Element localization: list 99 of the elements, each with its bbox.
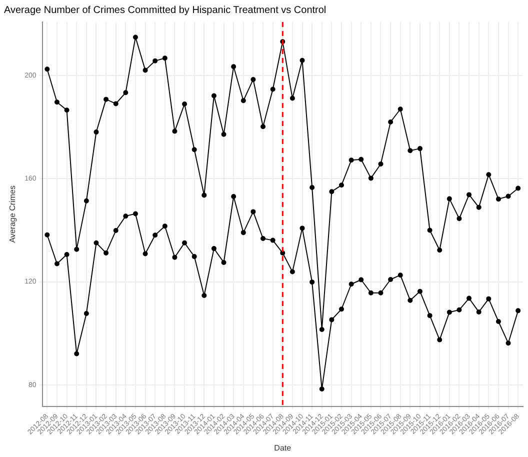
point <box>231 64 236 70</box>
point <box>358 156 364 162</box>
point <box>182 240 188 246</box>
point <box>329 189 334 194</box>
point <box>221 132 226 137</box>
point <box>142 68 148 73</box>
point <box>132 34 138 40</box>
point <box>250 76 256 82</box>
point <box>182 101 188 106</box>
point <box>348 282 354 287</box>
point <box>496 319 501 324</box>
point <box>437 337 442 342</box>
point <box>54 100 60 105</box>
point <box>516 186 521 191</box>
point <box>270 86 276 92</box>
point <box>486 172 492 178</box>
point <box>250 209 256 214</box>
point <box>506 194 511 199</box>
point <box>94 240 99 246</box>
point <box>476 309 482 314</box>
y-axis-title: Average Crimes <box>8 186 18 243</box>
point <box>172 254 178 260</box>
point <box>310 280 315 285</box>
point <box>378 290 384 296</box>
point <box>300 226 305 231</box>
point <box>64 108 70 113</box>
point <box>260 236 266 242</box>
point <box>348 158 354 163</box>
point <box>329 317 334 322</box>
point <box>368 290 374 296</box>
point <box>104 250 109 256</box>
point <box>378 162 384 167</box>
point <box>339 306 344 312</box>
point <box>231 194 236 199</box>
point <box>506 340 511 346</box>
point <box>408 298 413 303</box>
point <box>152 58 158 64</box>
point <box>456 216 462 222</box>
point <box>358 277 364 282</box>
point <box>74 351 80 356</box>
point <box>84 198 89 204</box>
point <box>417 146 422 152</box>
point <box>437 248 442 253</box>
point <box>64 252 70 257</box>
point <box>192 254 197 260</box>
point <box>132 211 138 216</box>
point <box>290 96 295 101</box>
point <box>486 296 492 302</box>
point <box>427 313 432 318</box>
point <box>319 386 324 392</box>
point <box>270 238 276 243</box>
point <box>142 251 148 256</box>
point <box>162 224 168 229</box>
point <box>44 232 50 238</box>
chart-title: Average Number of Crimes Committed by Hispanic Treatment vs Control <box>4 4 326 16</box>
point <box>94 130 99 135</box>
point <box>152 232 158 238</box>
point <box>310 184 315 190</box>
point <box>476 204 482 210</box>
point <box>368 176 374 181</box>
point <box>290 269 295 274</box>
point <box>74 246 80 252</box>
point <box>260 124 266 130</box>
point <box>456 307 462 312</box>
point <box>466 296 472 301</box>
point <box>446 310 452 315</box>
point <box>446 196 452 202</box>
x-axis-title: Date <box>274 443 292 452</box>
point <box>192 147 197 152</box>
point <box>172 128 178 134</box>
point <box>54 261 60 266</box>
point <box>240 98 246 104</box>
point <box>417 288 422 294</box>
point <box>516 308 521 314</box>
point <box>398 106 403 112</box>
point <box>162 56 168 61</box>
point <box>398 272 403 278</box>
point <box>104 96 109 102</box>
point <box>84 311 89 316</box>
point <box>388 120 394 125</box>
point <box>113 228 118 234</box>
point <box>339 182 344 188</box>
point <box>211 246 216 252</box>
point <box>240 230 246 236</box>
point <box>466 192 472 198</box>
point <box>496 196 501 202</box>
point <box>388 276 394 282</box>
point <box>211 93 216 98</box>
point <box>202 292 207 298</box>
point <box>113 101 118 106</box>
point <box>44 66 50 72</box>
point <box>221 260 226 265</box>
point <box>408 148 413 154</box>
point <box>202 192 207 198</box>
point <box>319 326 324 332</box>
point <box>123 214 128 219</box>
point <box>300 58 305 63</box>
point <box>427 228 432 233</box>
point <box>123 90 128 96</box>
